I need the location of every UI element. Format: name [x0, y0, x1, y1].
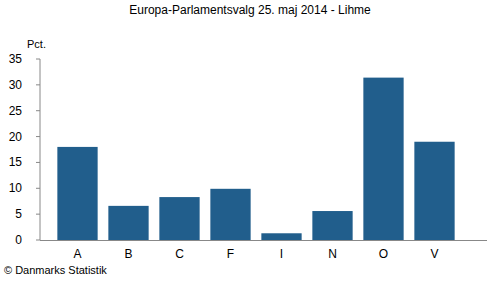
bar	[210, 189, 250, 240]
y-tick-label: 35	[9, 52, 23, 66]
x-tick-label: C	[175, 247, 184, 261]
x-tick-label: B	[124, 247, 132, 261]
y-tick-label: 30	[9, 78, 23, 92]
x-tick-label: V	[430, 247, 438, 261]
y-tick-label: 0	[15, 233, 22, 247]
y-tick	[36, 188, 40, 189]
y-tick-label: 5	[15, 207, 22, 221]
x-tick-label: I	[280, 247, 283, 261]
y-tick	[36, 162, 40, 163]
y-tick-label: 15	[9, 155, 23, 169]
x-tick-label: A	[73, 247, 81, 261]
x-tick-label: N	[328, 247, 337, 261]
bar	[414, 142, 454, 240]
bar	[108, 206, 148, 240]
y-axis	[40, 59, 41, 240]
x-axis	[40, 240, 487, 241]
x-tick-label: O	[379, 247, 388, 261]
bar	[159, 197, 199, 240]
y-tick-label: 25	[9, 104, 23, 118]
y-tick	[36, 59, 40, 60]
y-tick-label: 10	[9, 181, 23, 195]
x-tick-label: F	[227, 247, 234, 261]
bar	[57, 147, 97, 240]
y-tick	[36, 84, 40, 85]
title: Europa-Parlamentsvalg 25. maj 2014 - Lih…	[129, 3, 371, 17]
y-tick	[36, 110, 40, 111]
y-tick	[36, 240, 40, 241]
bar	[363, 78, 403, 240]
y-tick	[36, 214, 40, 215]
chart: Europa-Parlamentsvalg 25. maj 2014 - Lih…	[0, 0, 500, 282]
y-tick-label: 20	[9, 130, 23, 144]
bars	[57, 78, 454, 240]
bar	[312, 211, 352, 240]
y-tick	[36, 136, 40, 137]
bar	[261, 233, 301, 240]
y-label: Pct.	[27, 38, 46, 50]
source: © Danmarks Statistik	[4, 264, 107, 276]
